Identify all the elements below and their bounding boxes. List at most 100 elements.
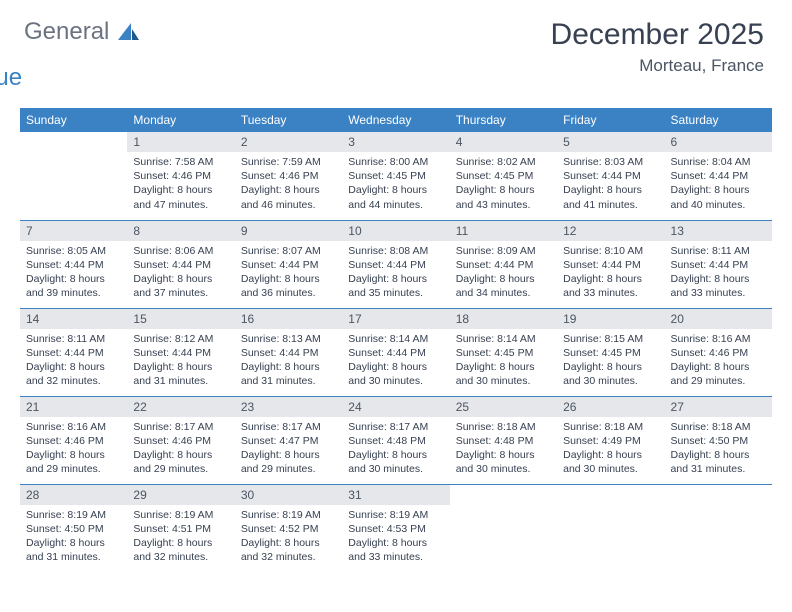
sunset-line: Sunset: 4:44 PM [133,346,228,360]
sunrise-line: Sunrise: 8:11 AM [671,244,766,258]
sunset-line: Sunset: 4:46 PM [133,434,228,448]
daylight-line1: Daylight: 8 hours [133,360,228,374]
sunset-line: Sunset: 4:44 PM [26,258,121,272]
sunset-line: Sunset: 4:50 PM [671,434,766,448]
sunrise-line: Sunrise: 8:14 AM [348,332,443,346]
daylight-line2: and 31 minutes. [671,462,766,476]
sunrise-line: Sunrise: 8:06 AM [133,244,228,258]
calendar-day-cell: 5Sunrise: 8:03 AMSunset: 4:44 PMDaylight… [557,132,664,220]
sunrise-line: Sunrise: 8:17 AM [348,420,443,434]
calendar-day-cell: . [665,484,772,572]
day-details: Sunrise: 8:19 AMSunset: 4:51 PMDaylight:… [127,505,234,569]
sunset-line: Sunset: 4:45 PM [563,346,658,360]
calendar-table: SundayMondayTuesdayWednesdayThursdayFrid… [20,108,772,572]
day-number: 29 [127,485,234,505]
calendar-day-cell: 31Sunrise: 8:19 AMSunset: 4:53 PMDayligh… [342,484,449,572]
header: General Blue December 2025 Morteau, Fran… [0,0,792,100]
calendar-day-cell: 7Sunrise: 8:05 AMSunset: 4:44 PMDaylight… [20,220,127,308]
daylight-line1: Daylight: 8 hours [563,448,658,462]
sunset-line: Sunset: 4:47 PM [241,434,336,448]
daylight-line1: Daylight: 8 hours [671,360,766,374]
daylight-line1: Daylight: 8 hours [241,360,336,374]
day-number: 3 [342,132,449,152]
sunrise-line: Sunrise: 8:18 AM [456,420,551,434]
day-details: Sunrise: 8:17 AMSunset: 4:46 PMDaylight:… [127,417,234,481]
day-details: Sunrise: 8:12 AMSunset: 4:44 PMDaylight:… [127,329,234,393]
day-header: Saturday [665,108,772,132]
day-number: 8 [127,221,234,241]
sunrise-line: Sunrise: 8:11 AM [26,332,121,346]
day-number: 11 [450,221,557,241]
daylight-line1: Daylight: 8 hours [133,536,228,550]
day-number: 1 [127,132,234,152]
day-number: 25 [450,397,557,417]
sunset-line: Sunset: 4:51 PM [133,522,228,536]
day-details: Sunrise: 8:08 AMSunset: 4:44 PMDaylight:… [342,241,449,305]
daylight-line1: Daylight: 8 hours [26,448,121,462]
calendar-day-cell: 15Sunrise: 8:12 AMSunset: 4:44 PMDayligh… [127,308,234,396]
day-number: 19 [557,309,664,329]
day-number: 16 [235,309,342,329]
day-number: 24 [342,397,449,417]
day-details: Sunrise: 8:13 AMSunset: 4:44 PMDaylight:… [235,329,342,393]
sunset-line: Sunset: 4:44 PM [456,258,551,272]
calendar-day-cell: 1Sunrise: 7:58 AMSunset: 4:46 PMDaylight… [127,132,234,220]
daylight-line1: Daylight: 8 hours [26,536,121,550]
sunrise-line: Sunrise: 8:10 AM [563,244,658,258]
sunrise-line: Sunrise: 8:19 AM [241,508,336,522]
day-number: 9 [235,221,342,241]
daylight-line2: and 43 minutes. [456,198,551,212]
daylight-line2: and 32 minutes. [241,550,336,564]
calendar-day-cell: . [20,132,127,220]
day-number: 27 [665,397,772,417]
day-details: Sunrise: 8:04 AMSunset: 4:44 PMDaylight:… [665,152,772,216]
day-details: Sunrise: 8:16 AMSunset: 4:46 PMDaylight:… [665,329,772,393]
day-header: Tuesday [235,108,342,132]
day-number: 12 [557,221,664,241]
day-header: Thursday [450,108,557,132]
sunset-line: Sunset: 4:44 PM [348,258,443,272]
sunrise-line: Sunrise: 8:15 AM [563,332,658,346]
sunrise-line: Sunrise: 8:09 AM [456,244,551,258]
calendar-day-cell: 10Sunrise: 8:08 AMSunset: 4:44 PMDayligh… [342,220,449,308]
daylight-line2: and 33 minutes. [348,550,443,564]
day-details: Sunrise: 8:03 AMSunset: 4:44 PMDaylight:… [557,152,664,216]
daylight-line1: Daylight: 8 hours [348,536,443,550]
day-number: 20 [665,309,772,329]
daylight-line1: Daylight: 8 hours [456,272,551,286]
daylight-line2: and 46 minutes. [241,198,336,212]
daylight-line2: and 31 minutes. [26,550,121,564]
sunrise-line: Sunrise: 7:58 AM [133,155,228,169]
sunrise-line: Sunrise: 8:16 AM [671,332,766,346]
daylight-line2: and 30 minutes. [563,462,658,476]
sunset-line: Sunset: 4:50 PM [26,522,121,536]
daylight-line1: Daylight: 8 hours [26,360,121,374]
day-number: 30 [235,485,342,505]
calendar-day-cell: 2Sunrise: 7:59 AMSunset: 4:46 PMDaylight… [235,132,342,220]
daylight-line1: Daylight: 8 hours [671,183,766,197]
day-details: Sunrise: 8:07 AMSunset: 4:44 PMDaylight:… [235,241,342,305]
sunrise-line: Sunrise: 8:18 AM [671,420,766,434]
sunrise-line: Sunrise: 8:07 AM [241,244,336,258]
sunrise-line: Sunrise: 7:59 AM [241,155,336,169]
calendar-day-cell: 23Sunrise: 8:17 AMSunset: 4:47 PMDayligh… [235,396,342,484]
calendar-day-cell: 18Sunrise: 8:14 AMSunset: 4:45 PMDayligh… [450,308,557,396]
day-details: Sunrise: 8:14 AMSunset: 4:44 PMDaylight:… [342,329,449,393]
daylight-line2: and 33 minutes. [563,286,658,300]
daylight-line2: and 35 minutes. [348,286,443,300]
day-number: 17 [342,309,449,329]
sunrise-line: Sunrise: 8:19 AM [133,508,228,522]
day-number: 6 [665,132,772,152]
sunrise-line: Sunrise: 8:17 AM [241,420,336,434]
calendar-day-cell: 25Sunrise: 8:18 AMSunset: 4:48 PMDayligh… [450,396,557,484]
daylight-line1: Daylight: 8 hours [241,448,336,462]
day-header: Friday [557,108,664,132]
calendar-day-cell: 26Sunrise: 8:18 AMSunset: 4:49 PMDayligh… [557,396,664,484]
day-details: Sunrise: 7:59 AMSunset: 4:46 PMDaylight:… [235,152,342,216]
daylight-line1: Daylight: 8 hours [563,360,658,374]
day-header: Sunday [20,108,127,132]
day-number: 31 [342,485,449,505]
daylight-line2: and 30 minutes. [456,374,551,388]
daylight-line2: and 30 minutes. [348,374,443,388]
calendar-day-cell: 4Sunrise: 8:02 AMSunset: 4:45 PMDaylight… [450,132,557,220]
